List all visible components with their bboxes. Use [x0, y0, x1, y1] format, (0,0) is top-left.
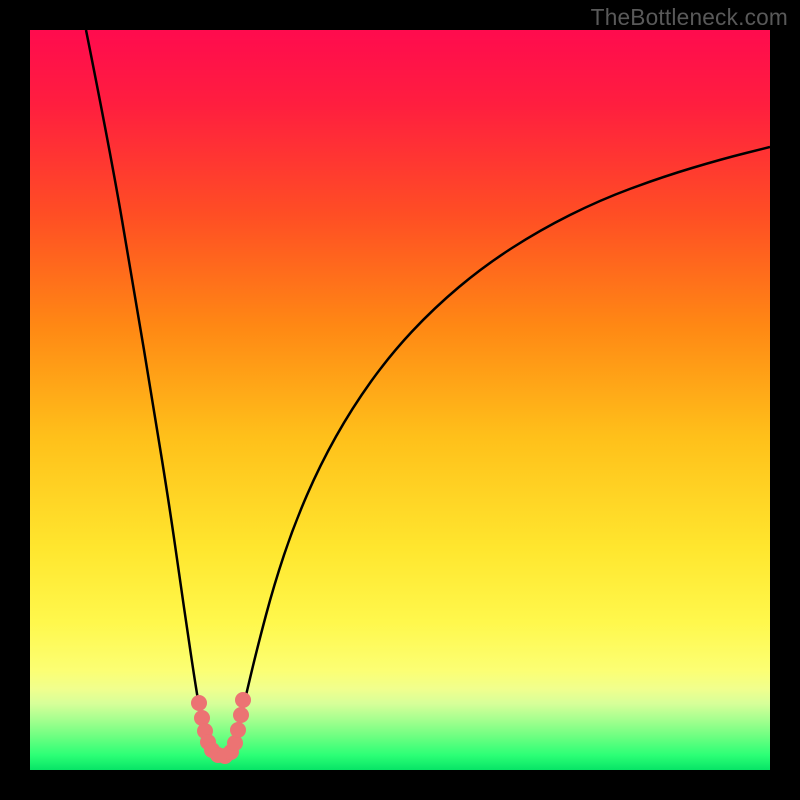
valley-marker — [230, 722, 246, 738]
plot-frame — [30, 30, 770, 770]
valley-marker — [235, 692, 251, 708]
watermark-text: TheBottleneck.com — [591, 4, 788, 31]
valley-marker — [233, 707, 249, 723]
gradient-background — [30, 30, 770, 770]
plot-svg — [30, 30, 770, 770]
valley-marker — [191, 695, 207, 711]
